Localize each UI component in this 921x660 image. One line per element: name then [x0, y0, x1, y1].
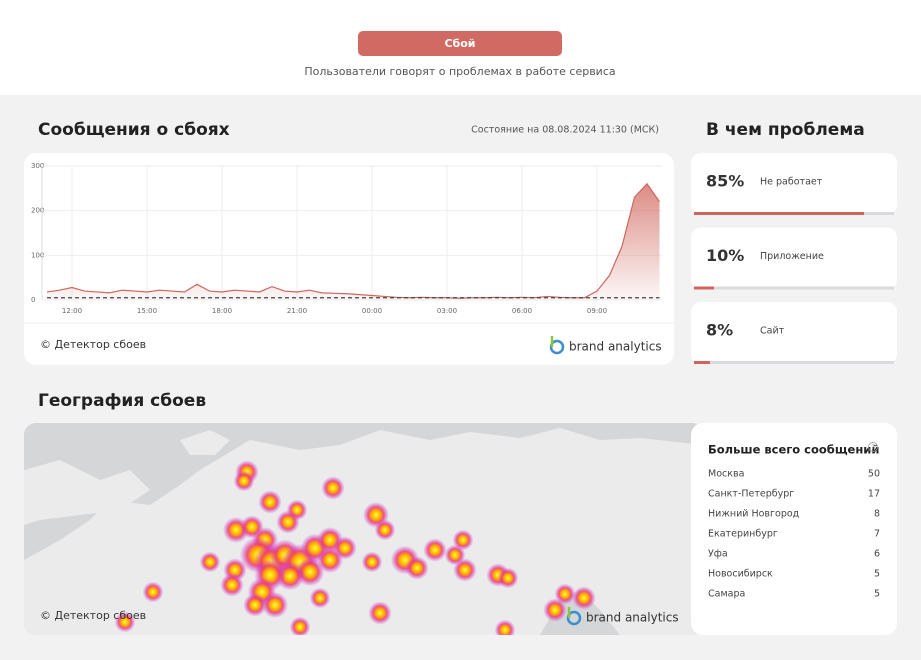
city-count: 8 [874, 509, 880, 520]
map-land [24, 460, 150, 525]
x-tick-label: 21:00 [287, 307, 307, 315]
heat-blob [289, 616, 311, 635]
problem-percent: 85% [706, 172, 744, 191]
problem-card[interactable]: 85% Не работает [691, 153, 897, 215]
heat-layer [114, 460, 596, 635]
map [24, 423, 704, 635]
heat-blob [220, 573, 244, 597]
map-land [24, 428, 704, 635]
city-count: 5 [874, 569, 880, 580]
heat-blob [554, 583, 576, 605]
x-tick-label: 12:00 [62, 307, 82, 315]
heat-blob [321, 476, 345, 500]
city-name: Москва [708, 469, 744, 480]
heat-blob [361, 551, 383, 573]
city-name: Уфа [708, 549, 728, 560]
problem-label: Сайт [760, 326, 785, 337]
city-name: Екатеринбург [708, 529, 778, 540]
status-button[interactable] [358, 31, 562, 56]
heat-blob [258, 490, 282, 514]
heat-blob [233, 470, 255, 492]
problem-card-bg[interactable] [691, 302, 897, 364]
problem-label: Не работает [760, 177, 823, 188]
heat-blob [452, 529, 474, 551]
problem-card[interactable]: 10% Приложение [691, 227, 897, 290]
x-tick-label: 03:00 [437, 307, 457, 315]
heat-blob [309, 587, 331, 609]
heat-blob [405, 556, 429, 580]
heat-blob [317, 547, 343, 573]
problem-card[interactable]: 8% Сайт [691, 302, 897, 364]
city-count: 7 [874, 529, 880, 540]
status-button-text[interactable]: Сбой [444, 37, 475, 50]
y-tick-label: 300 [31, 162, 44, 170]
brand: brand analytics [569, 340, 662, 354]
problem-label: Приложение [760, 251, 824, 262]
city-name: Нижний Новгород [708, 509, 800, 520]
copyright: © Детектор сбоев [40, 609, 146, 622]
x-tick-label: 06:00 [512, 307, 532, 315]
city-name: Самара [708, 589, 745, 600]
heat-blob [543, 598, 567, 622]
heat-blob [497, 567, 519, 589]
problem-percent: 10% [706, 246, 744, 265]
heat-blob [494, 619, 516, 635]
heat-blob [374, 519, 396, 541]
heat-blob [114, 611, 136, 633]
heat-blob [423, 538, 447, 562]
map-land [180, 430, 230, 455]
y-tick-label: 0 [31, 296, 35, 304]
status-time: Состояние на 08.08.2024 11:30 (МСК) [471, 125, 659, 136]
top-cities-card [691, 423, 897, 635]
progress-bar [694, 361, 710, 364]
chart-card [24, 153, 674, 365]
y-tick-label: 100 [31, 251, 44, 259]
city-count: 6 [874, 549, 880, 560]
heat-blob [199, 551, 221, 573]
city-name: Санкт-Петербург [708, 489, 794, 500]
heat-blob [368, 601, 392, 625]
city-count: 50 [868, 469, 880, 480]
x-tick-label: 09:00 [587, 307, 607, 315]
heat-blob [142, 581, 164, 603]
progress-track [694, 361, 894, 364]
copyright: © Детектор сбоев [40, 338, 146, 351]
x-tick-label: 00:00 [362, 307, 382, 315]
city-name: Новосибирск [708, 569, 773, 580]
subtitle: Пользователи говорят о проблемах в работ… [304, 65, 615, 78]
x-tick-label: 18:00 [212, 307, 232, 315]
heat-blob [243, 593, 267, 617]
progress-bar [694, 212, 864, 215]
heat-blob [262, 592, 288, 618]
problem-percent: 8% [706, 321, 733, 340]
brand: brand analytics [586, 611, 679, 625]
city-count: 17 [868, 489, 880, 500]
x-tick-label: 15:00 [137, 307, 157, 315]
section-title: География сбоев [38, 391, 206, 411]
top-cities: Москва 50 Санкт-Петербург 17 Нижний Новгород… [708, 469, 880, 600]
problem-list: 85% Не работает 10% Приложение 8% Сайт [691, 153, 897, 364]
problem-card-bg[interactable] [691, 153, 897, 215]
problem-card-bg[interactable] [691, 227, 897, 290]
y-tick-label: 200 [31, 207, 44, 215]
top-cities-title: Больше всего сообщений [708, 443, 879, 457]
section-title: Сообщения о сбоях [38, 120, 230, 140]
reports-line [46, 182, 660, 299]
progress-track [694, 286, 894, 290]
help-icon[interactable] [868, 442, 878, 452]
heat-blob [572, 586, 596, 610]
heat-blob [453, 558, 477, 582]
help-icon-text[interactable]: ? [871, 444, 874, 451]
city-count: 5 [874, 589, 880, 600]
section-title: В чем проблема [706, 120, 865, 140]
plot: 0 100 200 300 12:00 15:00 18:00 21:00 00:00 03:00… [31, 162, 662, 315]
progress-bar [694, 286, 714, 290]
heat-blob [276, 510, 300, 534]
